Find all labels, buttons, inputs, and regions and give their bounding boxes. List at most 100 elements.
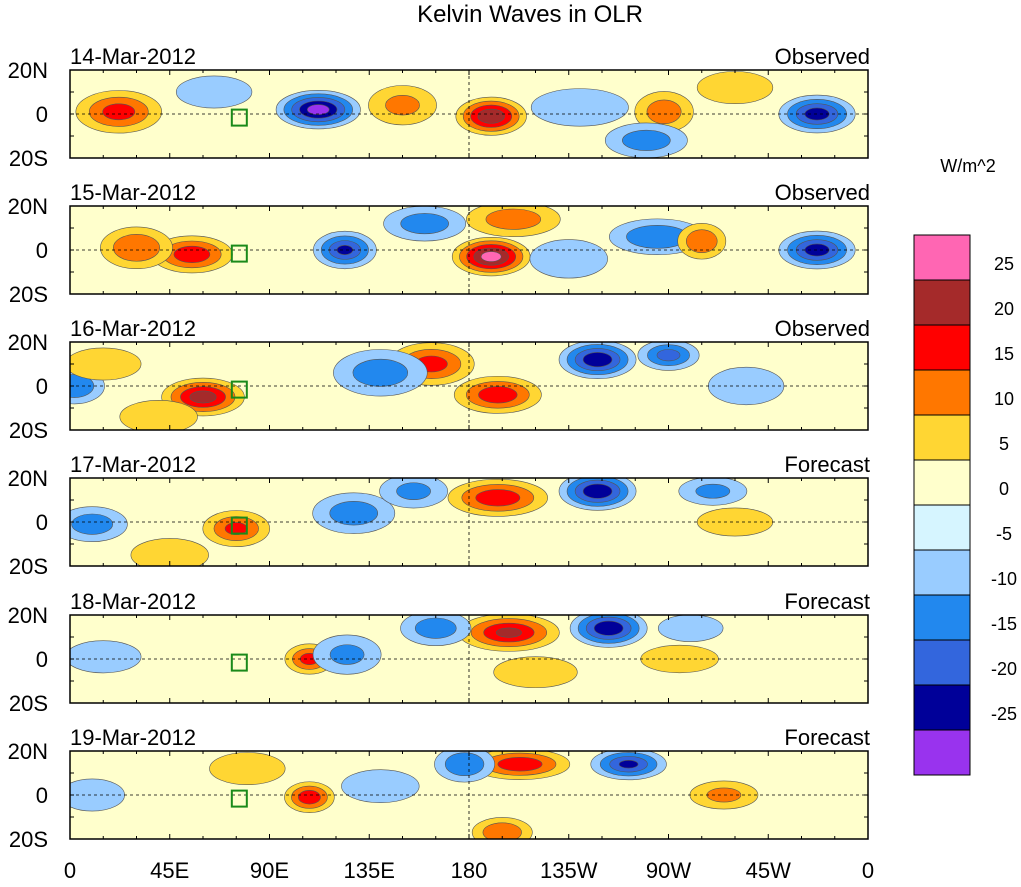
lat-label: 20S <box>9 418 48 443</box>
lat-label: 20N <box>8 739 48 764</box>
anomaly-contour <box>189 390 217 404</box>
colorbar-swatch <box>913 549 971 596</box>
lon-label: 135W <box>540 858 598 883</box>
lon-label: 135E <box>344 858 395 883</box>
anomaly-contour <box>70 347 142 381</box>
colorbar-swatch <box>913 504 971 551</box>
colorbar-label: 20 <box>994 299 1014 319</box>
anomaly-field <box>70 478 774 566</box>
anomaly-contour <box>593 620 624 636</box>
colorbar-swatch <box>913 234 971 281</box>
anomaly-contour <box>478 386 518 404</box>
colorbar-label: 15 <box>994 344 1014 364</box>
anomaly-contour <box>329 501 379 526</box>
anomaly-contour <box>582 483 613 499</box>
panel-date: 19-Mar-2012 <box>70 725 196 750</box>
anomaly-contour <box>685 229 718 254</box>
anomaly-contour <box>112 234 161 262</box>
lat-label: 20S <box>9 554 48 579</box>
colorbar-unit: W/m^2 <box>940 156 995 176</box>
anomaly-contour <box>102 103 136 121</box>
anomaly-contour <box>173 245 211 263</box>
panel-date: 15-Mar-2012 <box>70 180 196 205</box>
colorbar-swatch <box>913 279 971 326</box>
panel-5: 20N 0 20S 18-Mar-2012 Forecast <box>8 589 870 716</box>
panel-date: 17-Mar-2012 <box>70 452 196 477</box>
colorbar-swatch <box>913 594 971 641</box>
lat-label: 20N <box>8 194 48 219</box>
anomaly-field <box>70 615 724 689</box>
region-box <box>230 789 248 808</box>
anomaly-contour <box>529 239 608 279</box>
anomaly-contour <box>175 75 253 109</box>
anomaly-contour <box>477 108 505 124</box>
anomaly-contour <box>485 208 542 230</box>
anomaly-field <box>75 71 856 158</box>
lat-label: 20N <box>8 466 48 491</box>
anomaly-contour <box>618 759 639 769</box>
anomaly-field <box>70 342 785 430</box>
panel-3: 20N 0 20S 16-Mar-2012 Observed <box>8 316 870 443</box>
anomaly-contour <box>530 88 629 127</box>
colorbar: 25 20 15 10 5 0 -5 -10 -15 -20 -25 <box>913 234 1017 776</box>
colorbar-label: 25 <box>994 254 1014 274</box>
colorbar-swatch <box>913 324 971 371</box>
colorbar-label: -25 <box>991 704 1017 724</box>
panel-status: Forecast <box>784 589 870 614</box>
lat-label: 20N <box>8 58 48 83</box>
anomaly-contour <box>209 752 286 785</box>
anomaly-contour <box>414 617 457 639</box>
lat-label: 0 <box>36 374 48 399</box>
anomaly-contour <box>119 399 198 430</box>
colorbar-label: 5 <box>999 434 1009 454</box>
anomaly-contour <box>706 787 742 803</box>
lat-label: 0 <box>36 238 48 263</box>
lon-label: 45E <box>150 858 189 883</box>
lat-label: 20N <box>8 603 48 628</box>
panel-date: 14-Mar-2012 <box>70 44 196 69</box>
panel-4: 20N 0 20S 17-Mar-2012 Forecast <box>8 452 870 579</box>
colorbar-label: -5 <box>996 524 1012 544</box>
chart-title: Kelvin Waves in OLR <box>417 1 643 28</box>
anomaly-contour <box>696 71 774 104</box>
panel-status: Observed <box>775 180 870 205</box>
colorbar-label: -10 <box>991 569 1017 589</box>
anomaly-contour <box>396 482 431 500</box>
lat-label: 20S <box>9 146 48 171</box>
lon-label: 180 <box>451 858 488 883</box>
lat-label: 20S <box>9 827 48 852</box>
colorbar-swatch <box>913 369 971 416</box>
panel-2: 20N 0 20S 15-Mar-2012 Observed <box>8 180 870 307</box>
colorbar-swatch <box>913 639 971 686</box>
anomaly-contour <box>130 538 209 566</box>
lon-label: 90W <box>646 858 691 883</box>
anomaly-contour <box>480 251 502 262</box>
colorbar-label: 10 <box>994 389 1014 409</box>
anomaly-contour <box>71 513 114 535</box>
panel-date: 18-Mar-2012 <box>70 589 196 614</box>
colorbar-label: -20 <box>991 659 1017 679</box>
lat-label: 0 <box>36 510 48 535</box>
colorbar-swatch <box>913 459 971 506</box>
anomaly-contour <box>341 769 420 804</box>
region-box <box>230 516 248 535</box>
anomaly-contour <box>495 627 522 638</box>
anomaly-contour <box>695 483 731 499</box>
lat-label: 20N <box>8 330 48 355</box>
lat-label: 0 <box>36 102 48 127</box>
anomaly-contour <box>482 822 522 839</box>
lon-label: 45W <box>746 858 791 883</box>
anomaly-contour <box>646 99 682 124</box>
anomaly-contour <box>582 352 613 368</box>
anomaly-contour <box>657 615 724 642</box>
anomaly-contour <box>336 245 354 255</box>
colorbar-swatch <box>913 414 971 461</box>
panel-1: 20N 0 20S 14-Mar-2012 Observed <box>8 44 870 171</box>
panel-date: 16-Mar-2012 <box>70 316 196 341</box>
anomaly-contour <box>622 129 671 151</box>
lat-label: 20S <box>9 691 48 716</box>
anomaly-field <box>100 206 856 279</box>
panel-status: Forecast <box>784 725 870 750</box>
anomaly-contour <box>497 757 543 772</box>
